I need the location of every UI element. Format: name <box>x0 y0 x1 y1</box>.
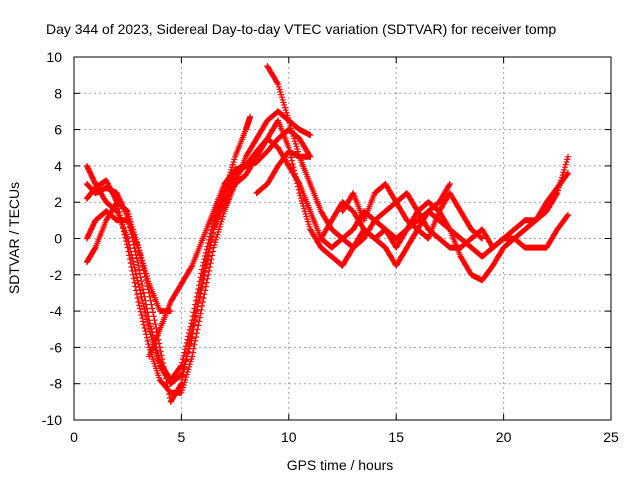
series-sat-h <box>339 181 486 242</box>
x-axis-title: GPS time / hours <box>287 457 394 473</box>
plot-frame <box>73 56 612 421</box>
y-tick-label: -2 <box>50 267 63 283</box>
series-marks <box>83 208 174 315</box>
x-tick-label: 25 <box>603 429 619 445</box>
data-series <box>83 63 571 405</box>
series-marks <box>83 135 571 405</box>
series-marks <box>83 113 254 387</box>
series-sat-i <box>318 181 453 269</box>
x-tick-label: 0 <box>70 429 78 445</box>
y-tick-label: 8 <box>54 85 62 101</box>
x-tick-label: 5 <box>178 429 186 445</box>
x-tick-label: 15 <box>388 429 404 445</box>
y-axis-title: SDTVAR / TECUs <box>6 182 22 294</box>
chart-title: Day 344 of 2023, Sidereal Day-to-day VTE… <box>46 21 556 37</box>
y-tick-label: 0 <box>54 231 62 247</box>
y-tick-label: -4 <box>50 303 63 319</box>
series-sat-j <box>83 208 174 315</box>
y-tick-label: -8 <box>50 376 63 392</box>
tick-labels: 0 5 10 15 20 25 -10 -8 -6 -4 -2 0 2 4 6 8 10 <box>42 49 619 445</box>
y-tick-label: 2 <box>54 194 62 210</box>
y-tick-label: -6 <box>50 339 63 355</box>
y-tick-label: -10 <box>42 412 62 428</box>
series-sat-g <box>253 148 314 197</box>
x-tick-label: 20 <box>496 429 512 445</box>
series-sat-a <box>83 113 254 387</box>
series-marks <box>318 181 453 269</box>
series-marks <box>339 181 486 242</box>
series-marks <box>253 148 314 197</box>
y-tick-label: 4 <box>54 158 62 174</box>
series-sat-c <box>83 135 571 405</box>
x-tick-label: 10 <box>281 429 297 445</box>
y-tick-label: 6 <box>54 122 62 138</box>
y-tick-label: 10 <box>46 49 62 65</box>
